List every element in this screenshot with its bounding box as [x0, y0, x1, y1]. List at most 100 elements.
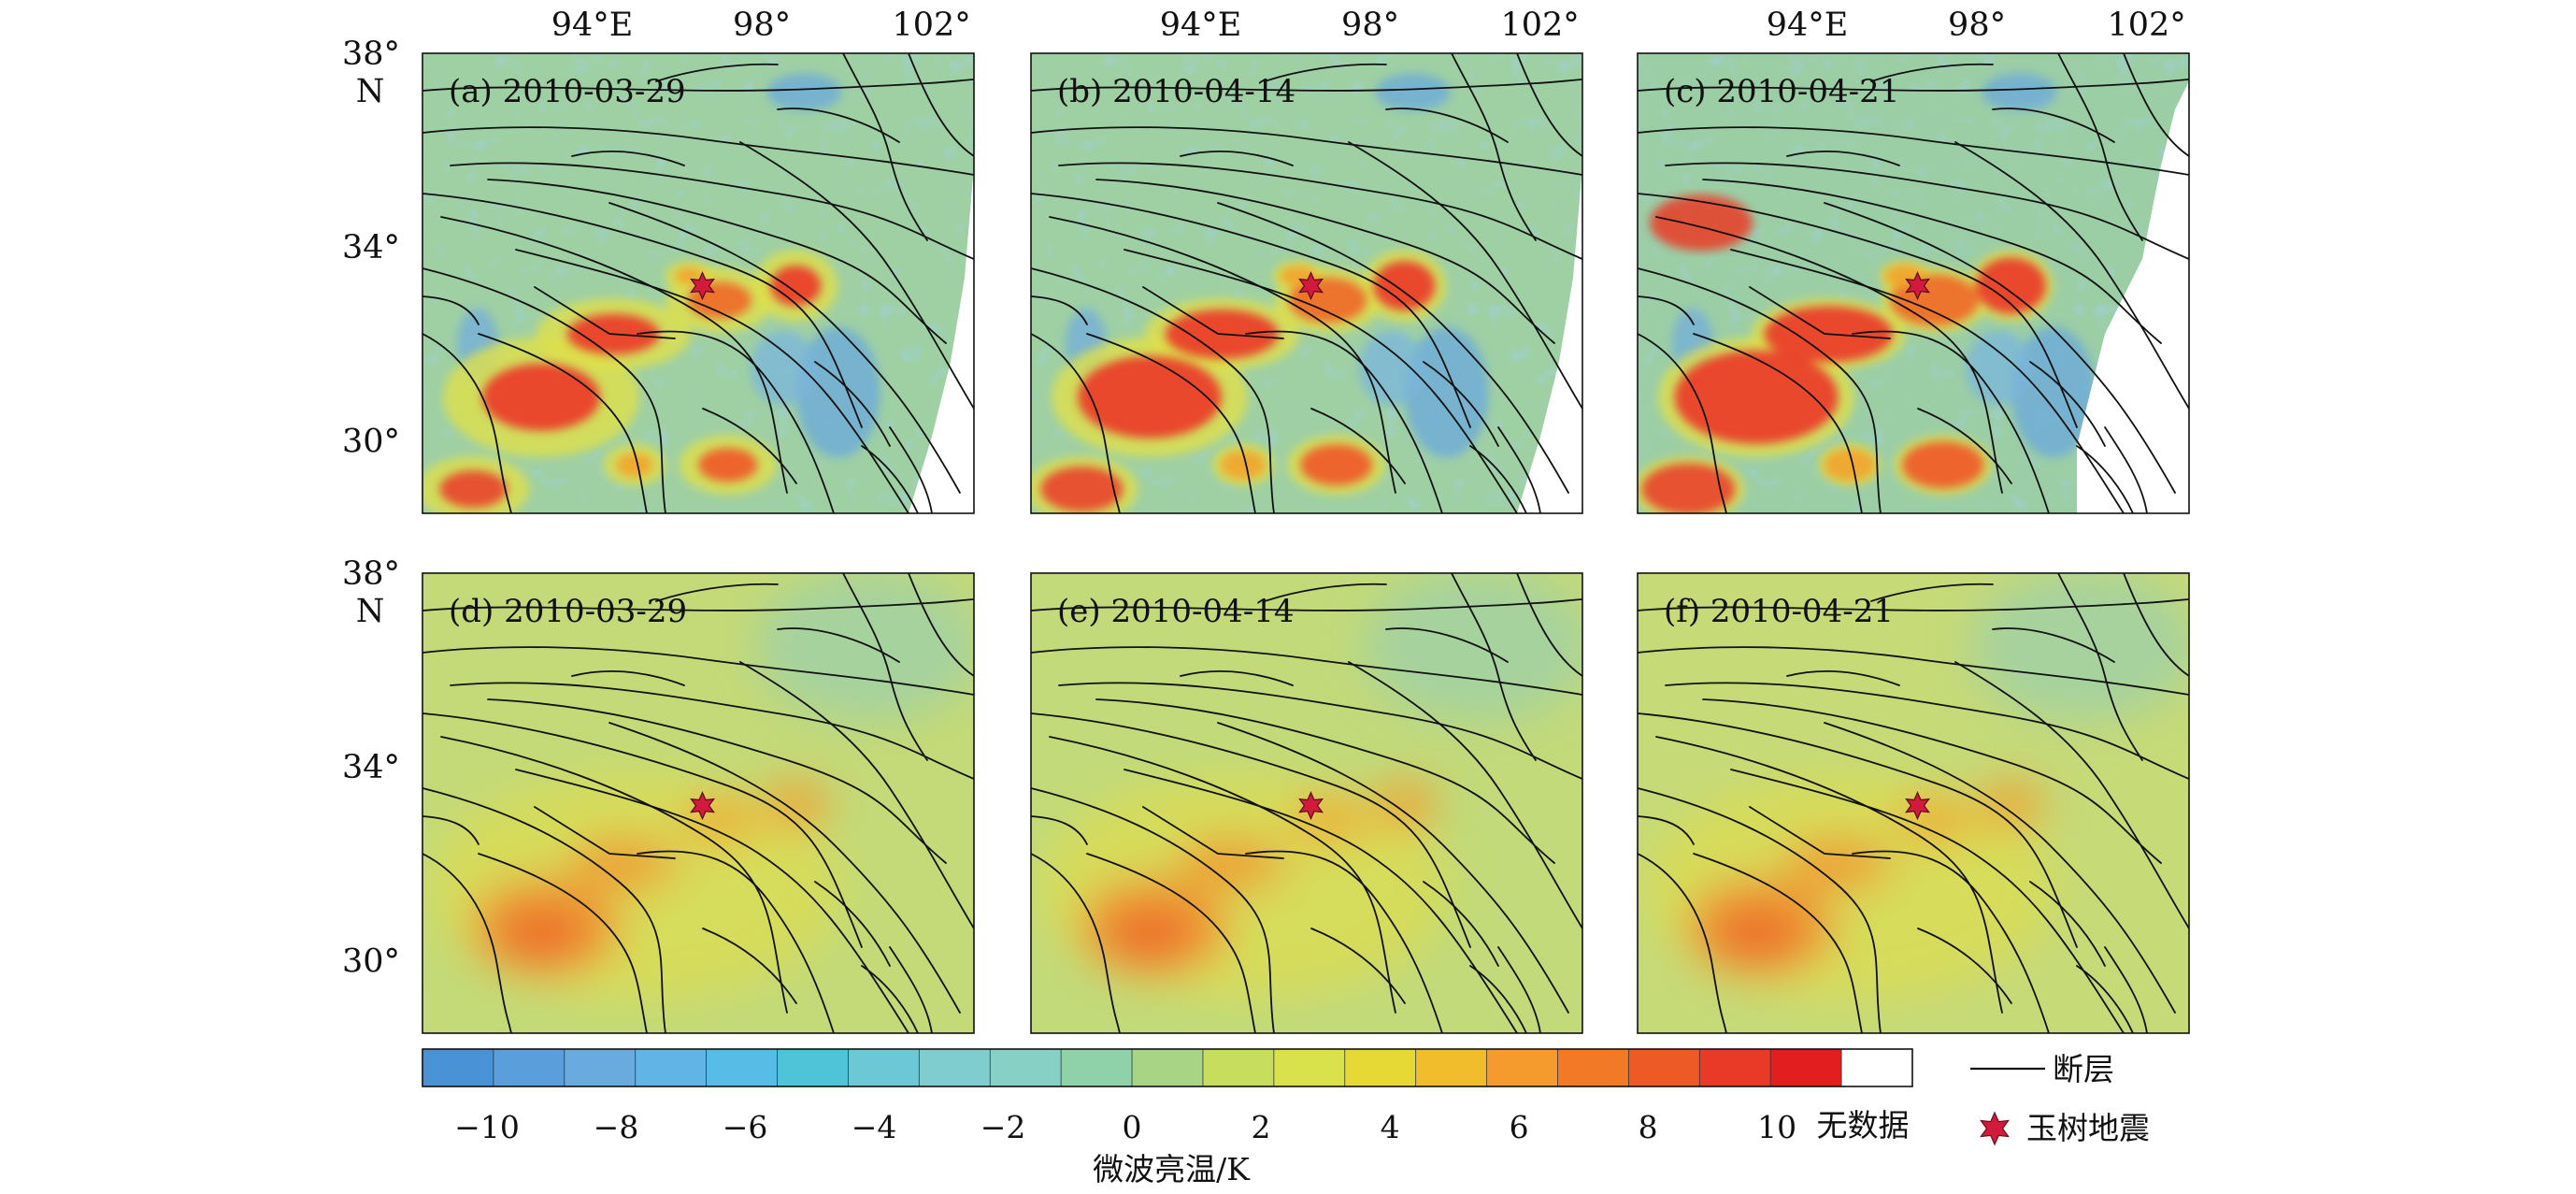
lat-unit-label: N — [356, 73, 385, 110]
fault-line — [739, 661, 974, 929]
fault-line — [1992, 108, 2115, 143]
fault-line — [908, 53, 974, 157]
fault-line — [1142, 286, 1284, 339]
colorbar-tick-label: 0 — [1123, 1109, 1142, 1145]
panel-date-label: (a) 2010-03-29 — [449, 73, 686, 110]
fault-line — [1730, 769, 2125, 1033]
colorbar-swatch — [1841, 1049, 1913, 1086]
fault-line — [1031, 853, 1121, 1033]
fault-line — [2076, 445, 2134, 513]
panel-date-label: (b) 2010-04-14 — [1057, 73, 1295, 110]
fault-line — [1123, 249, 1518, 513]
fault-line — [1655, 736, 2003, 1014]
fault-line — [1665, 682, 2189, 780]
fault-line — [478, 333, 648, 513]
epicenter-star-icon — [690, 791, 715, 821]
fault-line — [1031, 712, 1471, 948]
fault-line — [422, 598, 974, 611]
fault-line — [1638, 267, 1882, 513]
colorbar-nodata-label: 无数据 — [1817, 1107, 1910, 1144]
fault-line — [422, 815, 479, 845]
map-panel-e: (e) 2010-04-14 — [1030, 572, 1583, 1034]
panel-date-label: (d) 2010-03-29 — [449, 593, 687, 630]
fault-line — [1638, 295, 1695, 325]
fault-line — [1086, 333, 1256, 513]
fault-line — [1423, 881, 1499, 967]
fault-line — [1095, 179, 1555, 344]
fault-line — [1385, 108, 1509, 143]
fault-line — [2029, 881, 2106, 967]
fault-line — [1264, 63, 1387, 82]
panel-frame — [422, 52, 975, 514]
lon-tick-label: 94°E — [1767, 7, 1849, 44]
colorbar-swatch — [706, 1049, 779, 1086]
panel-date-label: (e) 2010-04-14 — [1057, 593, 1295, 630]
lat-tick-label: 30° — [342, 423, 400, 460]
lon-tick-label: 94°E — [1160, 7, 1242, 44]
fault-line — [1638, 646, 2189, 696]
fault-line — [1870, 63, 1994, 82]
fault-line — [422, 712, 863, 948]
fault-line — [1031, 79, 1582, 92]
fault-line — [422, 646, 974, 696]
fault-line — [1954, 141, 2189, 410]
fault-line — [842, 573, 928, 761]
colorbar-title: 微波亮温/K — [1093, 1151, 1251, 1187]
colorbar-swatch — [1770, 1049, 1842, 1086]
fault-line — [422, 193, 863, 428]
fault-line — [1031, 815, 1088, 845]
fault-line — [1497, 946, 1541, 1033]
map-panel-c: (c) 2010-04-21 — [1637, 52, 2190, 514]
fault-line — [1824, 202, 2176, 494]
fault-line — [1180, 150, 1294, 166]
colorbar-swatch — [1699, 1049, 1771, 1086]
fault-line — [1870, 583, 1994, 602]
fault-line — [571, 150, 685, 166]
colorbar-swatch — [848, 1049, 920, 1086]
fault-line — [1638, 815, 1695, 845]
fault-line — [2123, 573, 2189, 677]
fault-line — [1693, 333, 1863, 513]
epicenter-star-icon — [1298, 791, 1324, 821]
fault-line — [889, 946, 933, 1033]
fault-line — [1638, 712, 2078, 948]
fault-line — [1031, 333, 1121, 513]
fault-line — [739, 141, 974, 410]
fault-line — [1245, 330, 1443, 513]
colorbar-tick-label: −6 — [723, 1109, 768, 1145]
panel-frame — [1030, 572, 1583, 1034]
fault-line — [534, 286, 676, 339]
colorbar-tick-label: 4 — [1381, 1109, 1400, 1145]
fault-line — [1451, 53, 1537, 241]
fault-line — [1917, 928, 2012, 1004]
fault-line — [1638, 79, 2189, 92]
fault-line — [1031, 295, 1088, 325]
fault-line — [2029, 361, 2106, 447]
fault-line — [861, 445, 919, 513]
fault-line — [1348, 661, 1582, 929]
fault-line — [1031, 787, 1275, 1033]
no-data-region — [1517, 165, 1582, 513]
fault-line — [1310, 408, 1406, 484]
lat-tick-label: 38° — [342, 36, 400, 73]
fault-line — [908, 573, 974, 677]
colorbar: −10 −8 −6 −4 −2 0 2 4 6 8 10 — [422, 1048, 1913, 1145]
colorbar-tick-label: 10 — [1757, 1109, 1796, 1145]
fault-line — [861, 965, 919, 1033]
fault-line — [1852, 850, 2050, 1033]
fault-line — [1516, 573, 1582, 677]
fault-line — [1123, 769, 1518, 1033]
fault-line — [1638, 853, 1727, 1033]
fault-line — [1749, 806, 1891, 859]
fault-line — [1348, 141, 1582, 410]
epicenter-star-icon — [1298, 271, 1324, 301]
fault-line — [1824, 722, 2176, 1014]
fault-line — [1423, 361, 1499, 447]
lon-tick-label: 98° — [1341, 7, 1399, 44]
fault-line — [1638, 787, 1882, 1033]
fault-line — [777, 108, 900, 143]
fault-line — [1954, 661, 2189, 929]
panel-frame — [422, 572, 975, 1034]
colorbar-tick-label: −2 — [980, 1109, 1026, 1145]
